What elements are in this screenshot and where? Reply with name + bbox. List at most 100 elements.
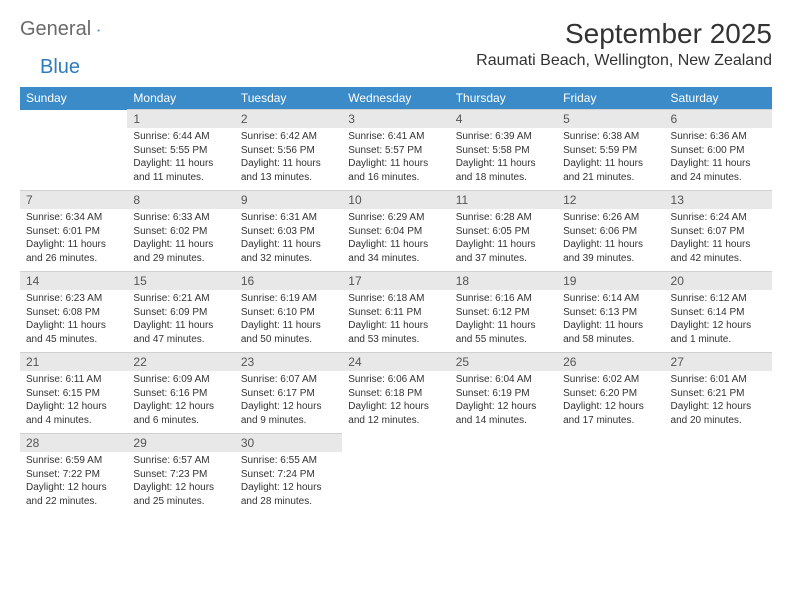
- daylight-text: Daylight: 12 hours and 1 minute.: [671, 319, 766, 346]
- sunset-text: Sunset: 6:20 PM: [563, 387, 658, 401]
- day-number-cell: [20, 110, 127, 129]
- sunset-text: Sunset: 6:21 PM: [671, 387, 766, 401]
- day-info-row: Sunrise: 6:44 AMSunset: 5:55 PMDaylight:…: [20, 128, 772, 191]
- daylight-text: Daylight: 11 hours and 13 minutes.: [241, 157, 336, 184]
- sunset-text: Sunset: 7:24 PM: [241, 468, 336, 482]
- weekday-header: Saturday: [665, 87, 772, 110]
- daylight-text: Daylight: 11 hours and 11 minutes.: [133, 157, 228, 184]
- day-number-cell: 20: [665, 272, 772, 291]
- sunrise-text: Sunrise: 6:59 AM: [26, 454, 121, 468]
- weekday-header-row: Sunday Monday Tuesday Wednesday Thursday…: [20, 87, 772, 110]
- day-number-cell: 26: [557, 353, 664, 372]
- sunset-text: Sunset: 6:18 PM: [348, 387, 443, 401]
- day-info-row: Sunrise: 6:59 AMSunset: 7:22 PMDaylight:…: [20, 452, 772, 514]
- daylight-text: Daylight: 11 hours and 58 minutes.: [563, 319, 658, 346]
- weekday-header: Tuesday: [235, 87, 342, 110]
- daylight-text: Daylight: 11 hours and 34 minutes.: [348, 238, 443, 265]
- sunset-text: Sunset: 5:59 PM: [563, 144, 658, 158]
- day-number-cell: 5: [557, 110, 664, 129]
- sunrise-text: Sunrise: 6:24 AM: [671, 211, 766, 225]
- day-info-cell: Sunrise: 6:14 AMSunset: 6:13 PMDaylight:…: [557, 290, 664, 353]
- calendar-table: Sunday Monday Tuesday Wednesday Thursday…: [20, 87, 772, 514]
- logo: General: [20, 18, 119, 41]
- sunset-text: Sunset: 6:19 PM: [456, 387, 551, 401]
- day-info-cell: Sunrise: 6:24 AMSunset: 6:07 PMDaylight:…: [665, 209, 772, 272]
- daylight-text: Daylight: 11 hours and 16 minutes.: [348, 157, 443, 184]
- day-number-cell: 28: [20, 434, 127, 453]
- sunrise-text: Sunrise: 6:28 AM: [456, 211, 551, 225]
- sunrise-text: Sunrise: 6:39 AM: [456, 130, 551, 144]
- weekday-header: Friday: [557, 87, 664, 110]
- day-info-cell: Sunrise: 6:59 AMSunset: 7:22 PMDaylight:…: [20, 452, 127, 514]
- day-info-cell: Sunrise: 6:55 AMSunset: 7:24 PMDaylight:…: [235, 452, 342, 514]
- day-info-cell: Sunrise: 6:23 AMSunset: 6:08 PMDaylight:…: [20, 290, 127, 353]
- daylight-text: Daylight: 11 hours and 26 minutes.: [26, 238, 121, 265]
- day-number-cell: 19: [557, 272, 664, 291]
- day-info-cell: Sunrise: 6:02 AMSunset: 6:20 PMDaylight:…: [557, 371, 664, 434]
- sunrise-text: Sunrise: 6:14 AM: [563, 292, 658, 306]
- day-info-cell: Sunrise: 6:28 AMSunset: 6:05 PMDaylight:…: [450, 209, 557, 272]
- day-number-cell: [557, 434, 664, 453]
- day-info-cell: Sunrise: 6:38 AMSunset: 5:59 PMDaylight:…: [557, 128, 664, 191]
- sunset-text: Sunset: 6:16 PM: [133, 387, 228, 401]
- day-number-cell: 24: [342, 353, 449, 372]
- sunset-text: Sunset: 5:58 PM: [456, 144, 551, 158]
- day-number-row: 78910111213: [20, 191, 772, 210]
- sunset-text: Sunset: 6:17 PM: [241, 387, 336, 401]
- daylight-text: Daylight: 12 hours and 20 minutes.: [671, 400, 766, 427]
- day-number-cell: 21: [20, 353, 127, 372]
- logo-text-2: Blue: [40, 56, 80, 79]
- day-info-cell: Sunrise: 6:12 AMSunset: 6:14 PMDaylight:…: [665, 290, 772, 353]
- sunrise-text: Sunrise: 6:23 AM: [26, 292, 121, 306]
- day-number-cell: [450, 434, 557, 453]
- day-info-cell: [20, 128, 127, 191]
- day-info-cell: [450, 452, 557, 514]
- weekday-header: Monday: [127, 87, 234, 110]
- daylight-text: Daylight: 11 hours and 29 minutes.: [133, 238, 228, 265]
- sunrise-text: Sunrise: 6:18 AM: [348, 292, 443, 306]
- day-info-cell: Sunrise: 6:34 AMSunset: 6:01 PMDaylight:…: [20, 209, 127, 272]
- sunrise-text: Sunrise: 6:55 AM: [241, 454, 336, 468]
- day-info-cell: Sunrise: 6:57 AMSunset: 7:23 PMDaylight:…: [127, 452, 234, 514]
- sunrise-text: Sunrise: 6:11 AM: [26, 373, 121, 387]
- daylight-text: Daylight: 12 hours and 4 minutes.: [26, 400, 121, 427]
- day-number-cell: 23: [235, 353, 342, 372]
- daylight-text: Daylight: 11 hours and 45 minutes.: [26, 319, 121, 346]
- sunset-text: Sunset: 5:57 PM: [348, 144, 443, 158]
- sunrise-text: Sunrise: 6:01 AM: [671, 373, 766, 387]
- day-info-row: Sunrise: 6:23 AMSunset: 6:08 PMDaylight:…: [20, 290, 772, 353]
- day-number-cell: 11: [450, 191, 557, 210]
- day-number-row: 123456: [20, 110, 772, 129]
- day-info-cell: Sunrise: 6:36 AMSunset: 6:00 PMDaylight:…: [665, 128, 772, 191]
- daylight-text: Daylight: 11 hours and 32 minutes.: [241, 238, 336, 265]
- calendar-body: 123456Sunrise: 6:44 AMSunset: 5:55 PMDay…: [20, 110, 772, 515]
- daylight-text: Daylight: 12 hours and 28 minutes.: [241, 481, 336, 508]
- sunrise-text: Sunrise: 6:19 AM: [241, 292, 336, 306]
- daylight-text: Daylight: 12 hours and 12 minutes.: [348, 400, 443, 427]
- daylight-text: Daylight: 11 hours and 37 minutes.: [456, 238, 551, 265]
- day-info-cell: Sunrise: 6:44 AMSunset: 5:55 PMDaylight:…: [127, 128, 234, 191]
- day-number-cell: 27: [665, 353, 772, 372]
- day-info-cell: [342, 452, 449, 514]
- day-number-cell: 6: [665, 110, 772, 129]
- sunset-text: Sunset: 6:13 PM: [563, 306, 658, 320]
- sail-icon: [97, 22, 100, 38]
- sunrise-text: Sunrise: 6:44 AM: [133, 130, 228, 144]
- day-info-cell: Sunrise: 6:33 AMSunset: 6:02 PMDaylight:…: [127, 209, 234, 272]
- sunrise-text: Sunrise: 6:57 AM: [133, 454, 228, 468]
- sunrise-text: Sunrise: 6:41 AM: [348, 130, 443, 144]
- sunrise-text: Sunrise: 6:21 AM: [133, 292, 228, 306]
- day-info-cell: Sunrise: 6:29 AMSunset: 6:04 PMDaylight:…: [342, 209, 449, 272]
- logo-text-1: General: [20, 18, 91, 41]
- day-info-cell: Sunrise: 6:42 AMSunset: 5:56 PMDaylight:…: [235, 128, 342, 191]
- daylight-text: Daylight: 11 hours and 18 minutes.: [456, 157, 551, 184]
- day-info-cell: [557, 452, 664, 514]
- sunrise-text: Sunrise: 6:06 AM: [348, 373, 443, 387]
- daylight-text: Daylight: 11 hours and 50 minutes.: [241, 319, 336, 346]
- sunrise-text: Sunrise: 6:02 AM: [563, 373, 658, 387]
- day-info-cell: Sunrise: 6:06 AMSunset: 6:18 PMDaylight:…: [342, 371, 449, 434]
- day-number-cell: [665, 434, 772, 453]
- daylight-text: Daylight: 11 hours and 42 minutes.: [671, 238, 766, 265]
- day-info-cell: Sunrise: 6:39 AMSunset: 5:58 PMDaylight:…: [450, 128, 557, 191]
- day-info-row: Sunrise: 6:34 AMSunset: 6:01 PMDaylight:…: [20, 209, 772, 272]
